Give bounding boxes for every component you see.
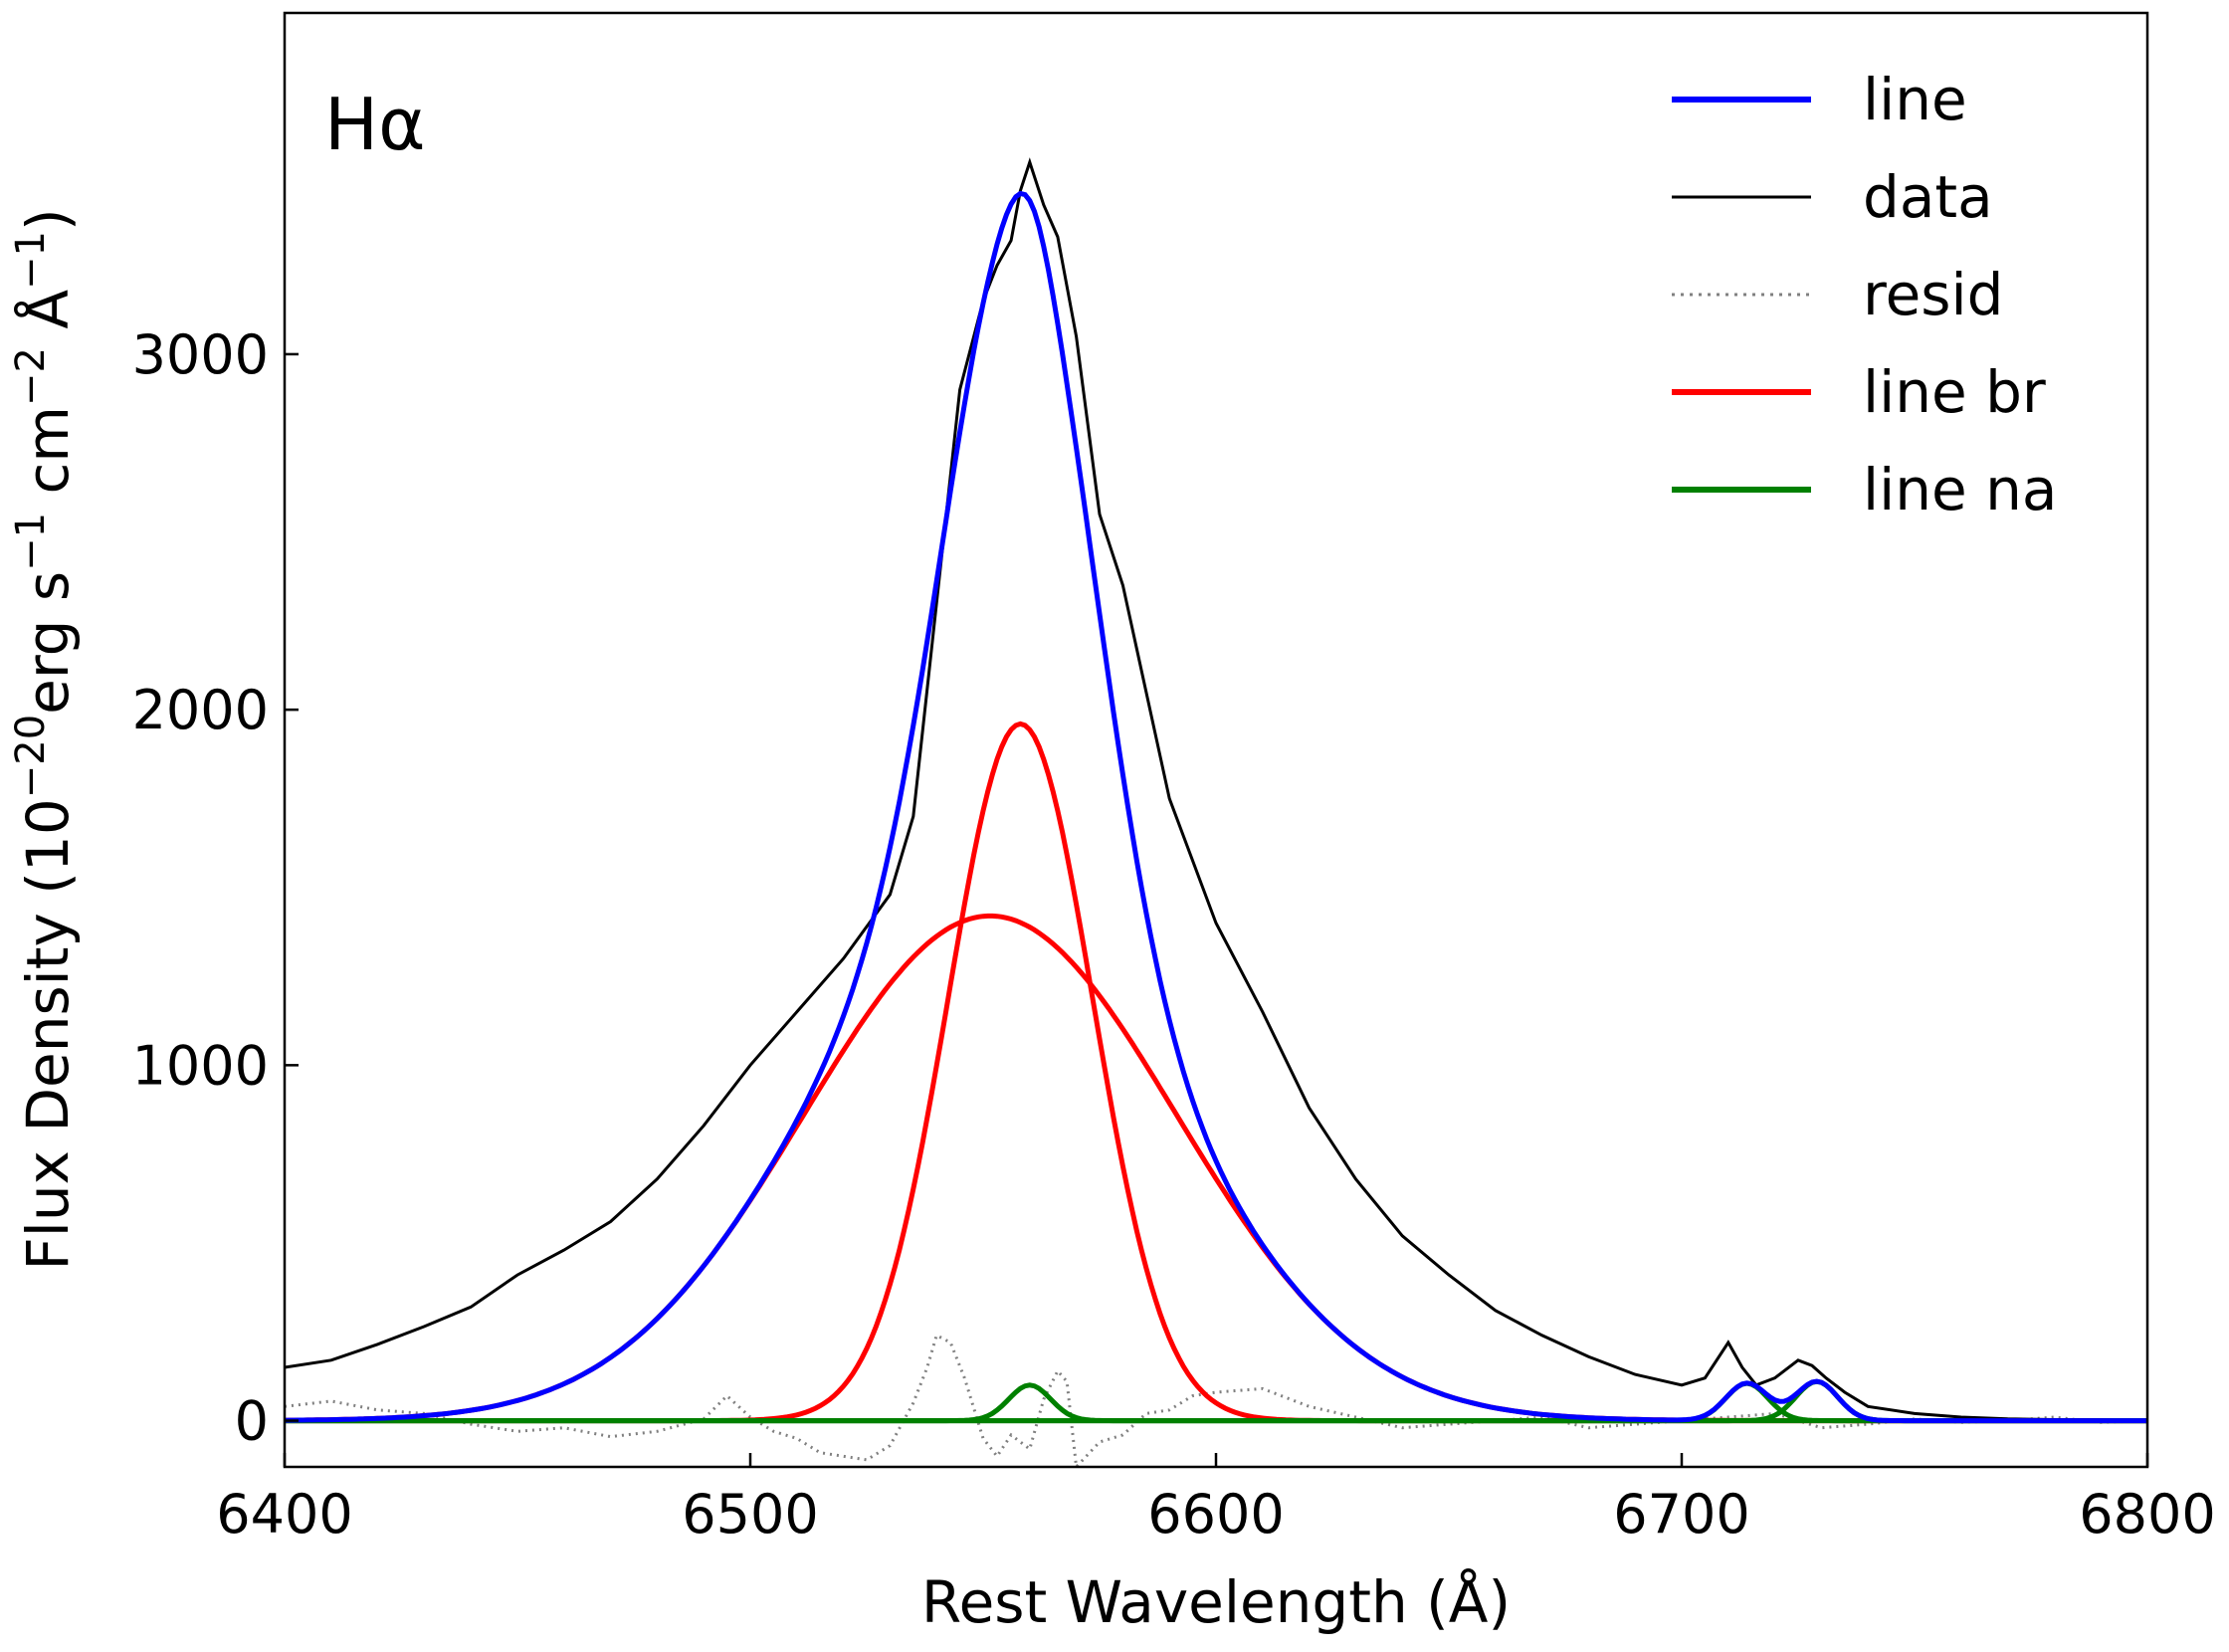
y-label-exp3: −2 — [8, 347, 54, 406]
y-axis-label: Flux Density (10−20erg s−1 cm−2 Å−1) — [8, 208, 82, 1270]
y-label-exp4: −1 — [8, 231, 54, 290]
x-axis-label: Rest Wavelength (Å) — [921, 1567, 1511, 1636]
y-tick-label: 1000 — [132, 1034, 269, 1097]
legend-label-line-br: line br — [1863, 358, 2046, 426]
x-tick-label: 6400 — [216, 1483, 352, 1546]
line-annotation: Hα — [324, 83, 426, 166]
legend-label-line-na: line na — [1863, 456, 2057, 523]
legend-label-line: line — [1863, 66, 1967, 133]
tick-layer: 6400 6500 6600 6700 6800 0 1000 2000 3000 — [132, 323, 2216, 1546]
x-tick-label: 6600 — [1147, 1483, 1284, 1546]
legend-label-data: data — [1863, 163, 1993, 231]
y-tick-label: 3000 — [132, 323, 269, 386]
y-label-mid2: cm — [14, 406, 82, 513]
legend: line data resid line br line na — [1672, 66, 2057, 523]
line-series — [285, 190, 2147, 1424]
x-tick-label: 6500 — [682, 1483, 818, 1546]
y-label-mid3: Å — [13, 290, 82, 347]
legend-label-resid: resid — [1863, 261, 2003, 328]
y-label-exp1: −20 — [8, 715, 54, 798]
y-tick-label: 2000 — [132, 679, 269, 741]
y-tick-label: 0 — [235, 1390, 269, 1453]
y-label-mid1: erg s — [14, 571, 82, 715]
y-label-suffix: ) — [14, 208, 82, 231]
data-series — [285, 157, 2147, 1423]
y-label-exp2: −1 — [8, 513, 54, 571]
series-layer — [285, 157, 2147, 1467]
x-tick-label: 6800 — [2079, 1483, 2215, 1546]
x-tick-label: 6700 — [1613, 1483, 1749, 1546]
plot-area — [285, 13, 2147, 1467]
y-label-prefix: Flux Density (10 — [14, 798, 82, 1270]
